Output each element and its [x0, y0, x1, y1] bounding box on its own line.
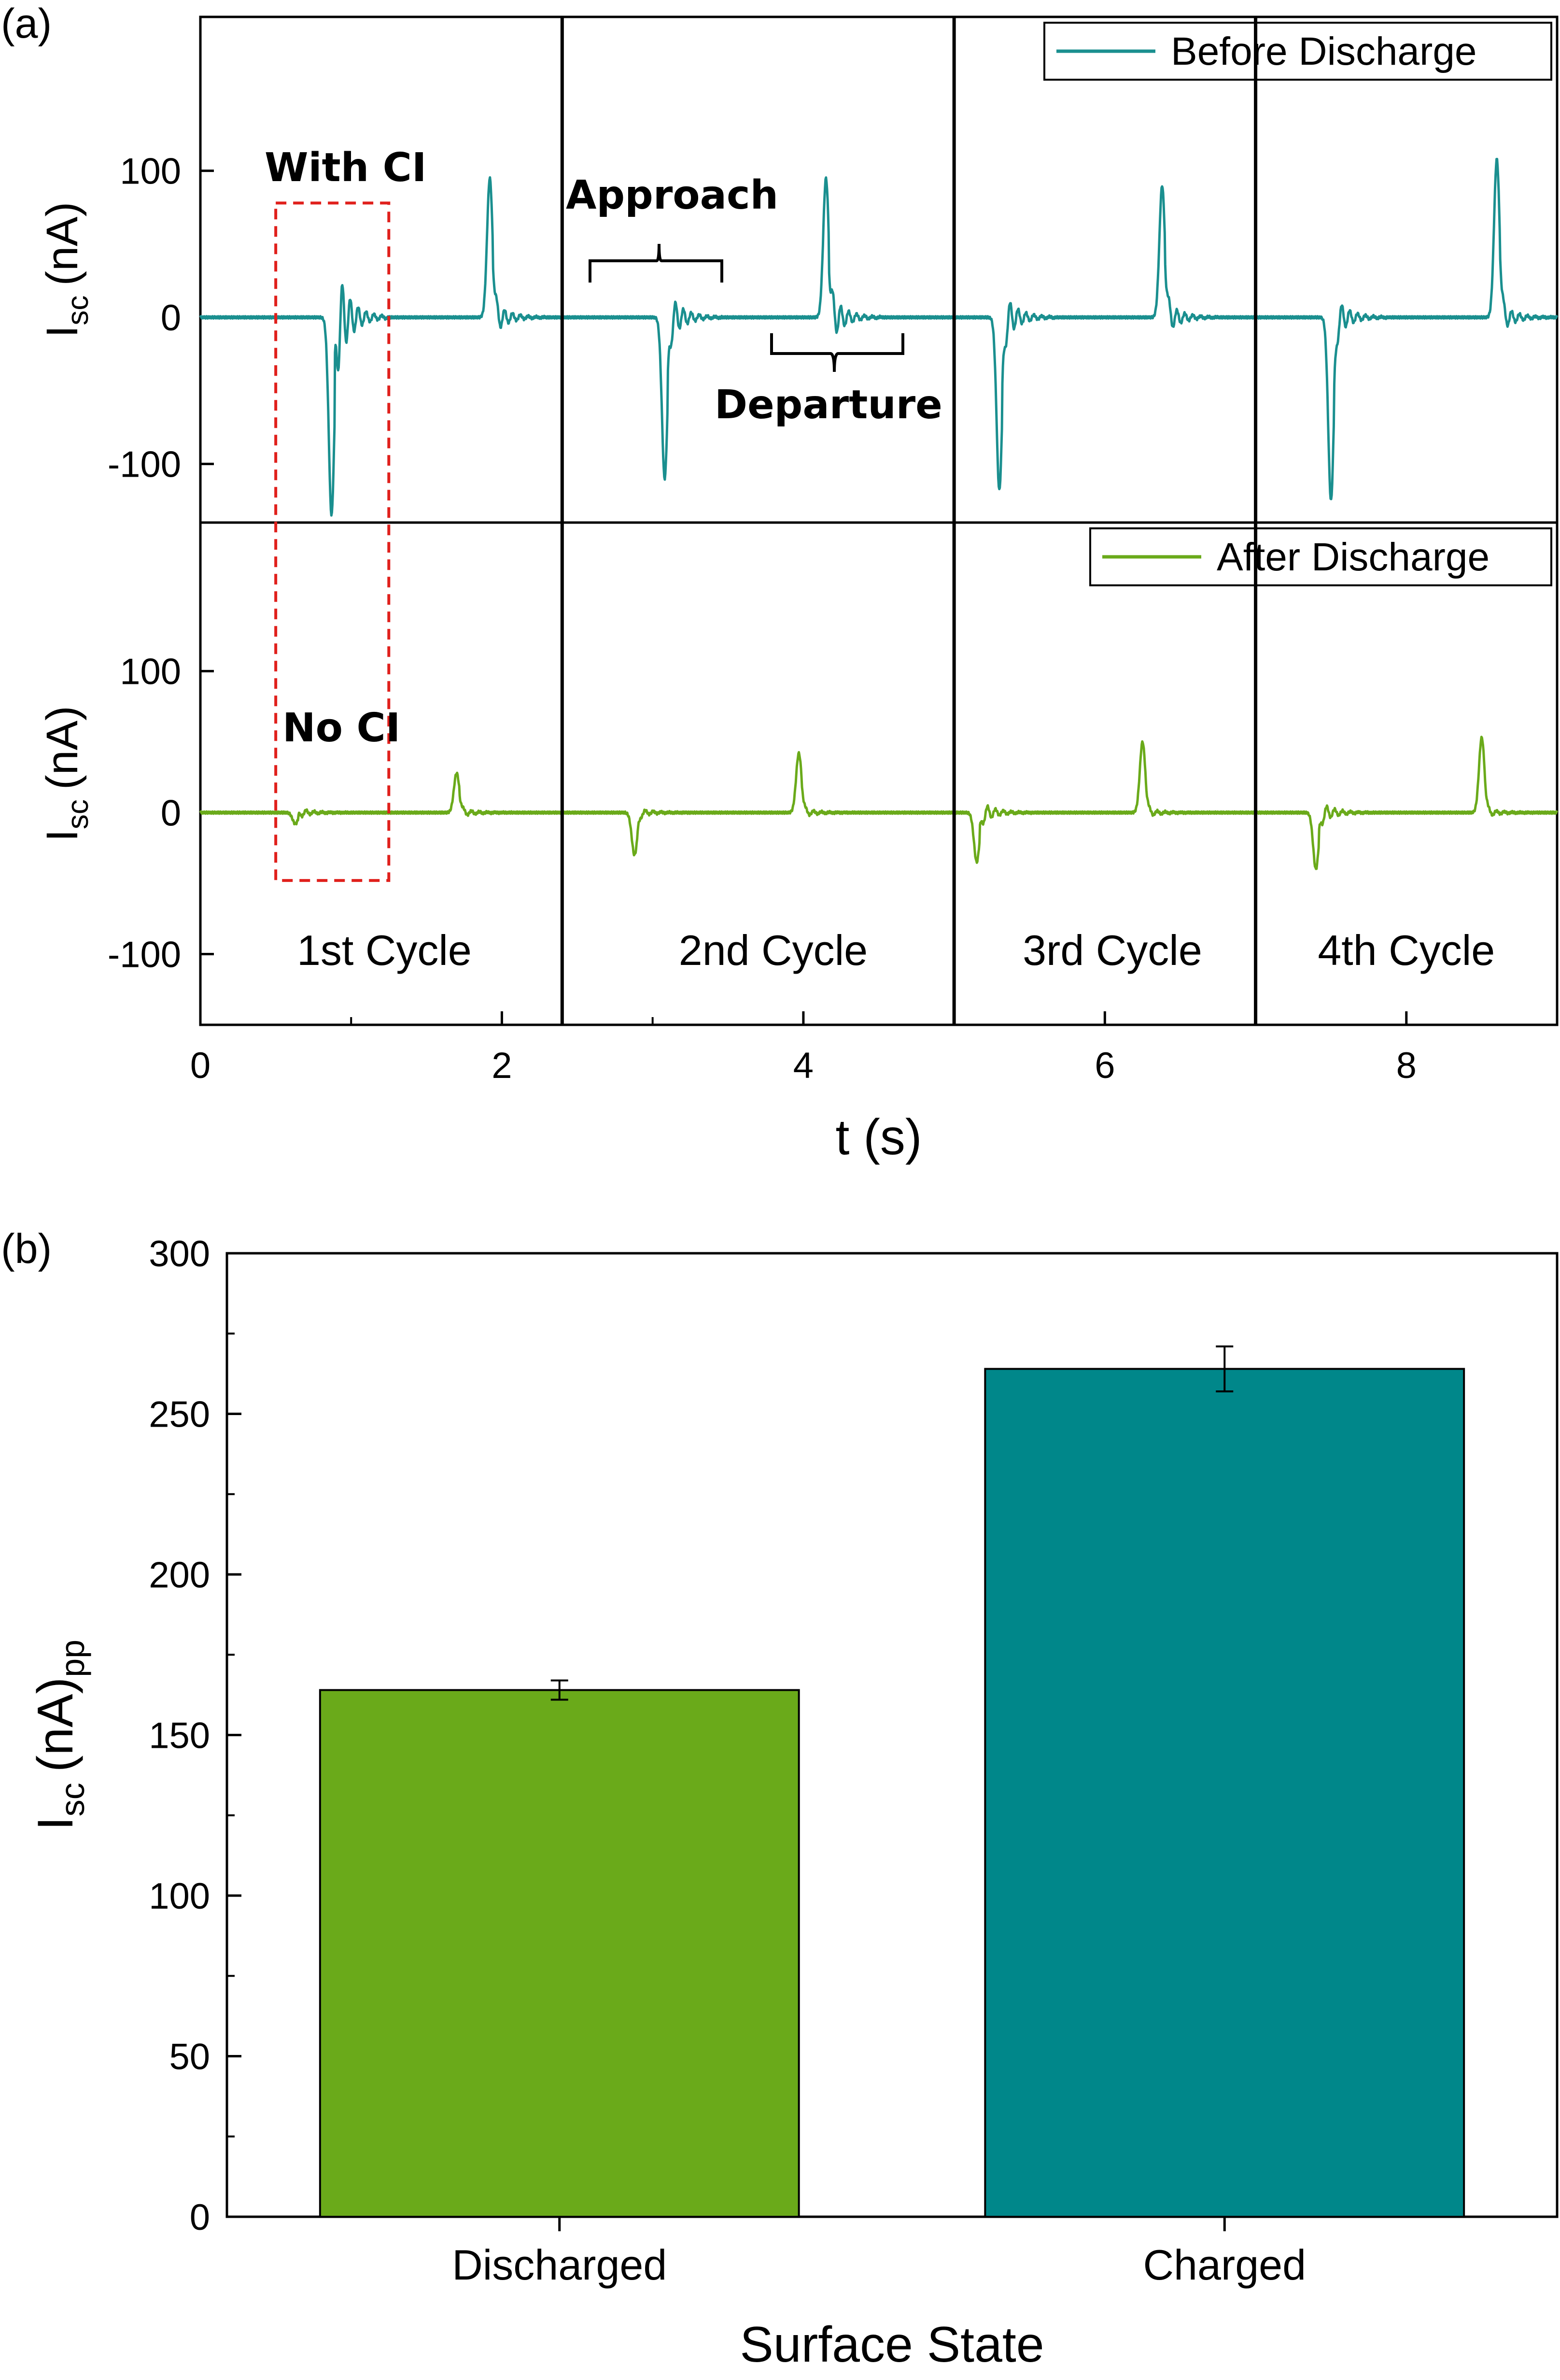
y-axis-label: Isc (nA)pp [28, 1640, 91, 1830]
x-axis-label: Surface State [740, 2317, 1044, 2373]
departure-annotation: Departure [715, 382, 942, 428]
x-tick-label: 2 [492, 1045, 512, 1086]
legend-label: Before Discharge [1171, 29, 1477, 73]
cycle-label: 1st Cycle [297, 926, 472, 974]
y-tick-label: 0 [161, 793, 181, 834]
series-line-before-discharge [199, 157, 1559, 517]
panel-a-chart: -100 0 100 Isc (nA) Before Discharge -100 0 100… [38, 15, 1559, 1165]
y-axis-label-main: I [38, 326, 87, 338]
y-axis-label-ylabel_unit: (nA) [28, 1677, 84, 1772]
y-axis-label-subscript: sc [61, 296, 95, 326]
y-tick-label: -100 [108, 444, 181, 485]
plot-frame [199, 15, 1559, 524]
y-tick-label: 100 [120, 151, 181, 192]
panel-b-label: (b) [1, 1226, 52, 1272]
panel-a-label: (a) [1, 0, 52, 47]
with-ci-annotation: With CI [265, 145, 426, 191]
y-tick-label: 0 [190, 2197, 210, 2238]
x-tick-label: 8 [1396, 1045, 1417, 1086]
bar-discharged [319, 1689, 800, 2218]
y-axis-label-subscript: sc [61, 799, 95, 829]
x-axis-label: t (s) [835, 1109, 922, 1165]
y-tick-label: 250 [149, 1394, 210, 1435]
y-tick-label: 150 [149, 1715, 210, 1757]
y-tick-label: 0 [161, 298, 181, 339]
departure-brace [770, 333, 904, 372]
ci-highlight-box [274, 201, 391, 882]
cycle-dividers: 1st Cycle 2nd Cycle 3rd Cycle 4th Cycle [297, 17, 1495, 1025]
x-tick-label: 6 [1095, 1045, 1115, 1086]
y-tick-label: -100 [108, 935, 181, 976]
x-tick-label: 4 [793, 1045, 814, 1086]
panel-a-x-axis: 0 2 4 6 8 t (s) [190, 1011, 1417, 1165]
y-axis-label: Isc (nA) [38, 202, 95, 338]
y-axis-label-main: I [38, 829, 87, 842]
x-tick-label: 0 [190, 1045, 211, 1086]
no-ci-annotation: No CI [282, 705, 400, 751]
y-tick-label: 300 [149, 1233, 210, 1275]
x-tick-label: Charged [1143, 2241, 1306, 2289]
panel-b-chart: 0 50 100 150 200 250 300 Isc (nA)pp Discharged Cha… [28, 1233, 1559, 2373]
y-tick-label: 100 [149, 1876, 210, 1917]
y-tick-label: 50 [169, 2037, 210, 2078]
approach-annotation: Approach [566, 172, 778, 218]
y-tick-label: 100 [120, 652, 181, 693]
y-axis-label: Isc (nA) [38, 706, 95, 841]
y-axis-label-ylabel_main: I [28, 1816, 84, 1830]
error-bar [1216, 1345, 1234, 1392]
y-tick-label: 200 [149, 1555, 210, 1596]
before-discharge-subplot: -100 0 100 Isc (nA) Before Discharge [38, 15, 1559, 524]
x-tick-label: Discharged [452, 2241, 667, 2289]
approach-brace [589, 243, 723, 283]
cycle-label: 4th Cycle [1318, 926, 1495, 974]
error-bar [550, 1679, 568, 1701]
cycle-label: 2nd Cycle [679, 926, 868, 974]
y-axis-label-unit: (nA) [38, 706, 87, 790]
after-discharge-subplot: -100 0 100 Isc (nA) After Discharge [38, 521, 1559, 1026]
legend: Before Discharge [1043, 22, 1552, 81]
y-axis-label-ylabel_sub2: pp [54, 1640, 91, 1677]
y-axis-label-ylabel_sub: sc [54, 1783, 91, 1816]
cycle-label: 3rd Cycle [1023, 926, 1202, 974]
bar-charged [984, 1368, 1465, 2218]
legend: After Discharge [1089, 527, 1552, 586]
plot-frame [199, 521, 1559, 1026]
legend-label: After Discharge [1217, 535, 1490, 579]
y-axis-label-unit: (nA) [38, 202, 87, 286]
series-line-after-discharge [199, 736, 1559, 870]
